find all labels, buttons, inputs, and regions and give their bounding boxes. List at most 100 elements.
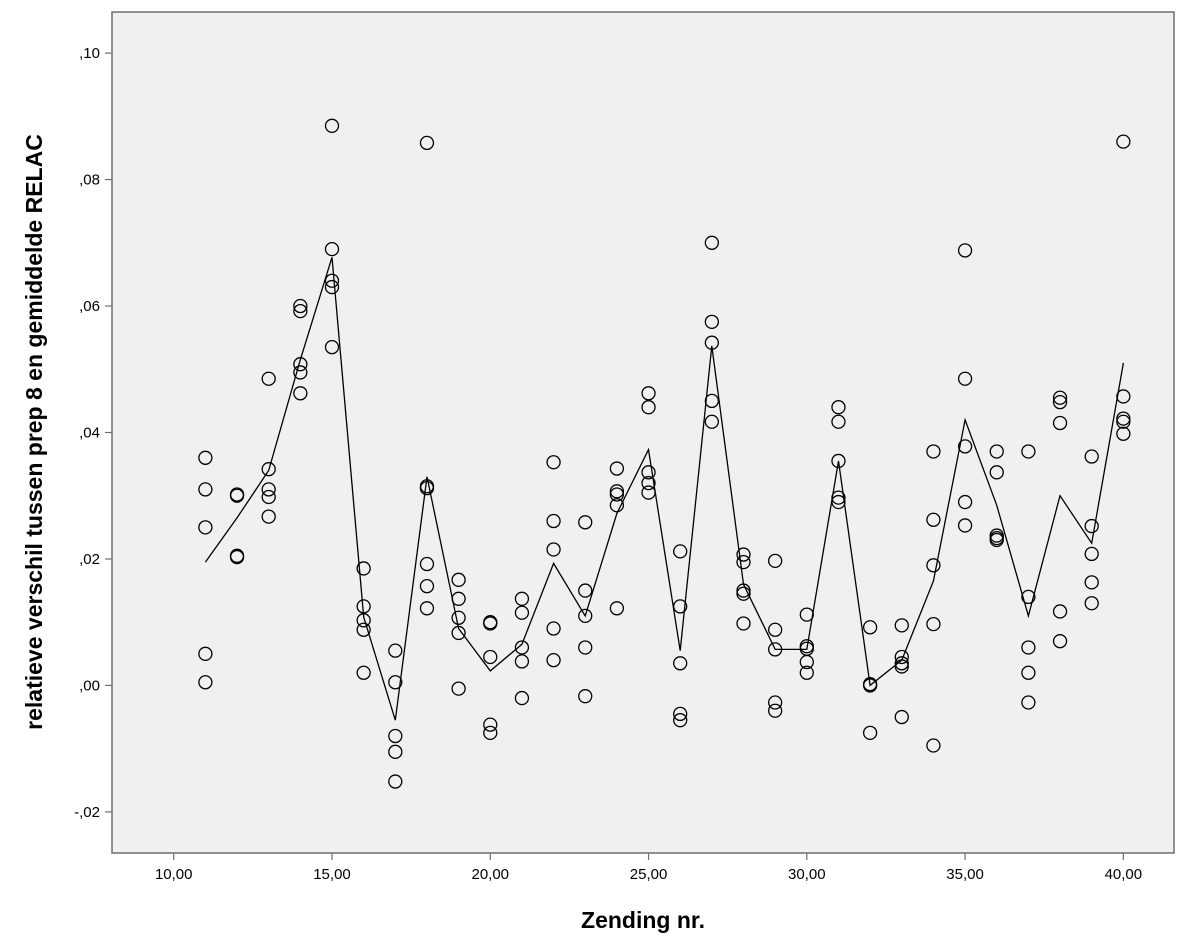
data-point (229, 549, 245, 565)
data-point (198, 646, 213, 661)
data-point (546, 455, 561, 470)
y-tick-label: ,08 (79, 172, 100, 189)
x-tick-label: 40,00 (1105, 866, 1143, 883)
x-tick-label: 15,00 (313, 866, 351, 883)
data-point (514, 640, 530, 655)
data-point (578, 515, 593, 530)
data-point (198, 450, 213, 465)
data-point (324, 273, 340, 288)
data-point (673, 706, 688, 722)
data-point (1116, 134, 1131, 149)
data-point (926, 512, 941, 527)
data-point (261, 482, 276, 497)
data-point (957, 371, 973, 386)
data-point (641, 386, 656, 401)
data-point (673, 656, 688, 671)
data-point (293, 386, 308, 401)
data-point (388, 643, 403, 658)
data-point (1116, 389, 1131, 404)
data-point (957, 518, 973, 533)
data-point (388, 675, 403, 690)
data-point (483, 649, 498, 665)
x-axis-title: Zending nr. (581, 907, 705, 933)
data-point (641, 400, 656, 415)
data-point (451, 591, 466, 606)
data-point (324, 279, 340, 295)
data-point (862, 678, 878, 693)
data-point (926, 738, 941, 753)
data-point (261, 489, 276, 505)
data-point (704, 314, 719, 329)
data-point (356, 561, 371, 576)
data-point (1052, 634, 1068, 649)
data-point (989, 444, 1004, 459)
data-point (356, 599, 371, 614)
data-point (1021, 665, 1036, 680)
data-point (578, 689, 593, 704)
data-point (894, 656, 909, 671)
data-point (926, 444, 941, 459)
data-point (451, 625, 466, 641)
data-point (736, 583, 751, 598)
data-point (198, 482, 213, 497)
mean-line (204, 257, 1125, 721)
data-point (989, 465, 1004, 480)
y-axis: -,02 ,00 ,02 ,04 ,06 ,08 ,10 (74, 45, 112, 821)
data-point (1084, 596, 1099, 611)
y-tick-label: ,06 (79, 298, 100, 315)
y-tick-label: ,00 (79, 677, 100, 694)
data-point (388, 744, 403, 759)
data-point (957, 439, 973, 454)
data-point (198, 675, 213, 690)
plot-area (111, 11, 1175, 854)
data-point (578, 640, 593, 655)
data-point (1084, 518, 1099, 534)
data-point (609, 601, 625, 616)
data-point (799, 654, 814, 670)
data-point (989, 532, 1004, 548)
data-point (419, 601, 435, 616)
data-point (293, 303, 308, 319)
data-point (926, 558, 941, 573)
data-point (609, 461, 625, 476)
data-point (957, 243, 973, 258)
data-point (768, 622, 783, 637)
data-point (388, 728, 403, 744)
data-point (388, 774, 403, 789)
y-tick-label: ,02 (79, 551, 100, 568)
data-point (799, 607, 814, 622)
data-point (704, 235, 719, 250)
y-tick-label: ,04 (79, 425, 100, 442)
data-point (483, 725, 498, 741)
data-point (736, 586, 751, 601)
data-point (546, 542, 561, 557)
data-point (768, 703, 783, 718)
data-points (198, 118, 1131, 789)
data-point (894, 659, 909, 674)
data-point (894, 618, 909, 633)
data-point (673, 713, 688, 728)
data-point (673, 544, 688, 559)
data-point (736, 547, 751, 562)
data-point (578, 583, 593, 598)
data-point (451, 681, 466, 696)
data-point (704, 393, 719, 409)
x-tick-label: 25,00 (630, 866, 668, 883)
x-tick-label: 10,00 (155, 866, 193, 883)
data-point (356, 622, 371, 637)
data-point (546, 513, 561, 529)
data-point (957, 494, 973, 510)
data-point (704, 414, 719, 429)
data-point (451, 572, 466, 587)
data-point (514, 591, 530, 606)
data-point (768, 695, 783, 710)
data-point (293, 298, 308, 314)
data-point (641, 465, 656, 480)
data-point (862, 725, 878, 741)
data-point (1116, 411, 1131, 426)
data-point (1021, 589, 1036, 605)
data-point (641, 475, 656, 491)
data-point (293, 365, 308, 380)
data-point (1021, 444, 1036, 459)
data-point (1052, 394, 1068, 410)
